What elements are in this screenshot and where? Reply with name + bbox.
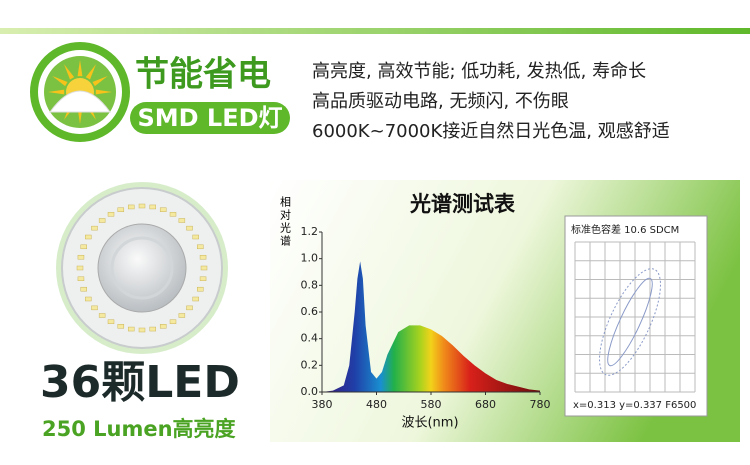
led <box>117 324 125 329</box>
banner-title: 节能省电 <box>135 55 271 95</box>
y-tick-label: 0.0 <box>301 385 319 398</box>
sun-ray <box>92 76 108 87</box>
led <box>159 324 167 329</box>
x-tick-label: 480 <box>366 398 387 411</box>
led <box>186 305 193 311</box>
led <box>127 204 135 210</box>
led <box>200 265 208 271</box>
sun-ray <box>77 60 83 77</box>
inset-diagram <box>574 241 696 393</box>
x-axis-label: 波长(nm) <box>401 416 458 431</box>
feature: 高品质驱动电路, 无频闪, 不伤眼 <box>312 91 569 112</box>
lamp-photo <box>56 182 228 354</box>
led <box>169 212 177 217</box>
led <box>192 234 199 240</box>
led <box>107 212 115 217</box>
led <box>178 313 186 318</box>
top-stripe <box>0 28 750 34</box>
y-axis-label: 相对光谱 <box>279 196 292 248</box>
led <box>107 319 115 324</box>
led <box>85 296 92 302</box>
led <box>98 313 106 318</box>
led <box>199 276 207 282</box>
spectrum-area <box>322 261 540 392</box>
led <box>85 234 92 240</box>
chart-title: 光谱测试表 <box>409 192 516 216</box>
led <box>117 207 125 212</box>
feature: 高亮度, 高效节能; 低功耗, 发热低, 寿命长 <box>312 61 646 82</box>
y-tick-label: 1.2 <box>301 225 319 238</box>
logo <box>30 42 130 142</box>
led <box>197 244 204 250</box>
led <box>186 225 193 231</box>
tolerance-ellipse <box>599 268 661 376</box>
led <box>178 218 186 223</box>
y-tick-label: 0.2 <box>301 358 319 371</box>
sun-ray <box>85 64 96 80</box>
led <box>77 276 85 282</box>
led <box>169 319 177 324</box>
sun-ray <box>64 64 75 80</box>
led <box>127 326 135 332</box>
sun-ray <box>48 89 65 95</box>
x-tick-label: 380 <box>312 398 333 411</box>
sun-ray <box>52 76 68 87</box>
led <box>138 327 146 333</box>
tolerance-ellipse <box>607 277 653 367</box>
led <box>80 244 87 250</box>
inset-box <box>564 215 708 417</box>
banner-badge: SMD LED灯 <box>137 104 282 132</box>
led <box>91 225 98 231</box>
x-tick-label: 680 <box>475 398 496 411</box>
sun-ray <box>95 89 112 95</box>
led <box>199 254 207 260</box>
led <box>197 286 204 292</box>
y-tick-label: 0.4 <box>301 332 319 345</box>
led <box>192 296 199 302</box>
y-tick-label: 0.6 <box>301 305 319 318</box>
led <box>80 286 87 292</box>
inset-title: 标准色容差 10.6 SDCM <box>571 223 679 236</box>
product-brightness: 250 Lumen高亮度 <box>42 417 236 441</box>
x-tick-label: 780 <box>530 398 551 411</box>
led <box>91 305 98 311</box>
inset-note: x=0.313 y=0.337 F6500 <box>573 400 696 411</box>
led <box>77 254 85 260</box>
led <box>149 204 157 210</box>
y-tick-label: 0.8 <box>301 278 319 291</box>
x-tick-label: 580 <box>421 398 442 411</box>
led <box>76 265 84 271</box>
feature: 6000K~7000K接近自然日光色温, 观感舒适 <box>312 121 670 142</box>
product-count: 36颗LED <box>40 357 240 408</box>
y-tick-label: 1.0 <box>301 252 319 265</box>
led <box>138 203 146 209</box>
led <box>159 207 167 212</box>
led <box>98 218 106 223</box>
led <box>149 326 157 332</box>
badge-bg <box>130 102 290 134</box>
